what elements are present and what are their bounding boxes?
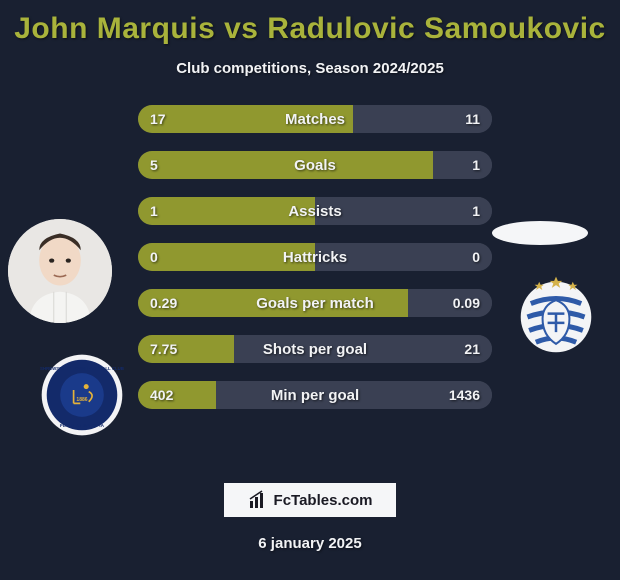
svg-text:SHREWSBURY TOWN FOOTBALL CLUB: SHREWSBURY TOWN FOOTBALL CLUB: [40, 366, 124, 371]
club1-badge: SHREWSBURY TOWN FOOTBALL CLUB FLOREAT SA…: [40, 353, 124, 437]
svg-text:FLOREAT SALOPIA: FLOREAT SALOPIA: [60, 423, 105, 428]
stat-label: Goals: [138, 151, 492, 179]
stat-label: Assists: [138, 197, 492, 225]
player1-avatar: [8, 219, 112, 323]
footer-logo-text: FcTables.com: [274, 492, 373, 509]
stat-row: 4021436Min per goal: [138, 381, 492, 409]
stat-label: Matches: [138, 105, 492, 133]
stat-label: Goals per match: [138, 289, 492, 317]
stat-row: 1711Matches: [138, 105, 492, 133]
stat-label: Shots per goal: [138, 335, 492, 363]
footer-logo: FcTables.com: [224, 483, 396, 517]
comparison-card: John Marquis vs Radulovic Samoukovic Clu…: [0, 0, 620, 580]
stat-row: 0.290.09Goals per match: [138, 289, 492, 317]
stat-label: Min per goal: [138, 381, 492, 409]
page-subtitle: Club competitions, Season 2024/2025: [176, 60, 444, 77]
chart-icon: [248, 490, 268, 510]
stat-row: 7.7521Shots per goal: [138, 335, 492, 363]
stat-row: 51Goals: [138, 151, 492, 179]
page-title: John Marquis vs Radulovic Samoukovic: [14, 12, 606, 46]
footer-date: 6 january 2025: [258, 535, 361, 552]
stat-bars: 1711Matches 51Goals 11Assists 00Hattricks 0.…: [138, 105, 492, 427]
stat-row: 11Assists: [138, 197, 492, 225]
club2-badge: [514, 275, 598, 359]
svg-text:1886: 1886: [76, 397, 87, 403]
player2-placeholder: [492, 221, 588, 245]
stats-area: SHREWSBURY TOWN FOOTBALL CLUB FLOREAT SA…: [0, 95, 620, 477]
stat-row: 00Hattricks: [138, 243, 492, 271]
stat-label: Hattricks: [138, 243, 492, 271]
